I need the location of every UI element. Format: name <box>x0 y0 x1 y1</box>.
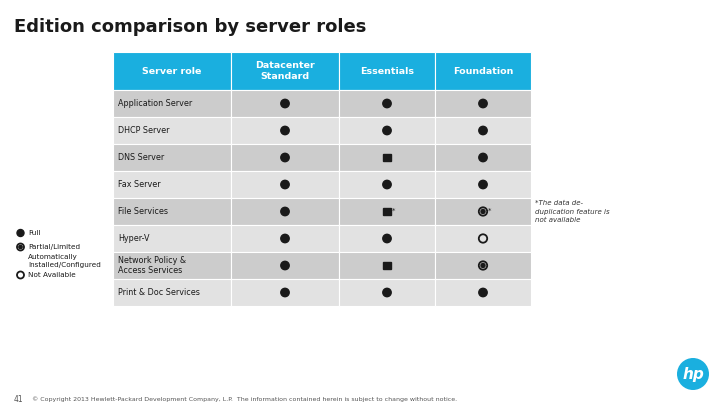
Text: Hyper-V: Hyper-V <box>118 234 150 243</box>
FancyBboxPatch shape <box>113 252 231 279</box>
Text: Application Server: Application Server <box>118 99 192 108</box>
FancyBboxPatch shape <box>231 198 339 225</box>
FancyBboxPatch shape <box>113 117 231 144</box>
Text: 41: 41 <box>14 394 24 403</box>
FancyBboxPatch shape <box>339 144 435 171</box>
Text: *: * <box>392 207 395 213</box>
Text: Network Policy &
Access Services: Network Policy & Access Services <box>118 256 186 275</box>
Text: Full: Full <box>28 230 40 236</box>
Circle shape <box>479 180 487 189</box>
Text: Datacenter
Standard: Datacenter Standard <box>255 61 315 81</box>
FancyBboxPatch shape <box>231 144 339 171</box>
Text: *The data de-
duplication feature is
not available: *The data de- duplication feature is not… <box>535 200 610 223</box>
Circle shape <box>481 264 485 268</box>
Circle shape <box>281 207 289 216</box>
FancyBboxPatch shape <box>435 279 531 306</box>
Circle shape <box>281 234 289 243</box>
Circle shape <box>281 126 289 135</box>
FancyBboxPatch shape <box>339 171 435 198</box>
FancyBboxPatch shape <box>231 117 339 144</box>
FancyBboxPatch shape <box>339 117 435 144</box>
FancyBboxPatch shape <box>339 279 435 306</box>
FancyBboxPatch shape <box>231 279 339 306</box>
Circle shape <box>383 126 391 135</box>
Bar <box>383 208 391 215</box>
Text: Not Available: Not Available <box>28 272 76 278</box>
Text: Edition comparison by server roles: Edition comparison by server roles <box>14 18 366 36</box>
Bar <box>383 262 391 269</box>
FancyBboxPatch shape <box>435 198 531 225</box>
FancyBboxPatch shape <box>339 90 435 117</box>
Text: © Copyright 2013 Hewlett-Packard Development Company, L.P.  The information cont: © Copyright 2013 Hewlett-Packard Develop… <box>32 396 457 402</box>
Circle shape <box>281 99 289 108</box>
Text: DHCP Server: DHCP Server <box>118 126 169 135</box>
Circle shape <box>281 153 289 162</box>
FancyBboxPatch shape <box>231 90 339 117</box>
Text: Foundation: Foundation <box>453 66 513 75</box>
FancyBboxPatch shape <box>339 225 435 252</box>
FancyBboxPatch shape <box>231 225 339 252</box>
Text: Automatically
Installed/Configured: Automatically Installed/Configured <box>28 254 101 267</box>
Circle shape <box>479 153 487 162</box>
Text: Print & Doc Services: Print & Doc Services <box>118 288 200 297</box>
FancyBboxPatch shape <box>113 171 231 198</box>
FancyBboxPatch shape <box>113 52 231 90</box>
Circle shape <box>481 209 485 213</box>
Bar <box>383 154 391 161</box>
FancyBboxPatch shape <box>113 198 231 225</box>
Text: File Services: File Services <box>118 207 168 216</box>
FancyBboxPatch shape <box>435 52 531 90</box>
FancyBboxPatch shape <box>231 52 339 90</box>
FancyBboxPatch shape <box>435 117 531 144</box>
FancyBboxPatch shape <box>435 252 531 279</box>
Circle shape <box>281 288 289 297</box>
Text: Partial/Limited: Partial/Limited <box>28 244 80 250</box>
FancyBboxPatch shape <box>435 90 531 117</box>
Circle shape <box>383 180 391 189</box>
Circle shape <box>677 358 709 390</box>
Circle shape <box>383 234 391 243</box>
Text: Essentials: Essentials <box>360 66 414 75</box>
Circle shape <box>383 99 391 108</box>
FancyBboxPatch shape <box>339 52 435 90</box>
FancyBboxPatch shape <box>231 252 339 279</box>
Text: DNS Server: DNS Server <box>118 153 164 162</box>
FancyBboxPatch shape <box>231 171 339 198</box>
FancyBboxPatch shape <box>113 225 231 252</box>
Text: Fax Server: Fax Server <box>118 180 161 189</box>
Circle shape <box>479 288 487 297</box>
Text: Server role: Server role <box>143 66 202 75</box>
Circle shape <box>479 126 487 135</box>
Circle shape <box>383 288 391 297</box>
FancyBboxPatch shape <box>339 252 435 279</box>
FancyBboxPatch shape <box>339 198 435 225</box>
FancyBboxPatch shape <box>113 144 231 171</box>
Circle shape <box>17 230 24 237</box>
FancyBboxPatch shape <box>113 279 231 306</box>
Text: *: * <box>488 207 492 213</box>
FancyBboxPatch shape <box>435 144 531 171</box>
Circle shape <box>281 261 289 270</box>
Circle shape <box>19 245 22 249</box>
FancyBboxPatch shape <box>113 90 231 117</box>
Text: hp: hp <box>682 367 704 382</box>
FancyBboxPatch shape <box>435 225 531 252</box>
Circle shape <box>479 99 487 108</box>
Circle shape <box>281 180 289 189</box>
FancyBboxPatch shape <box>435 171 531 198</box>
